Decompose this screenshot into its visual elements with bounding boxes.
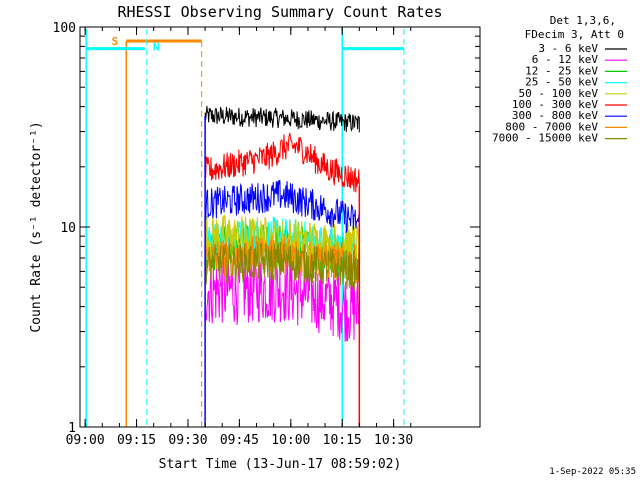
series-line-0 — [204, 105, 360, 133]
legend-label: 100 - 300 keV — [512, 98, 598, 111]
saa-label: S — [112, 35, 119, 48]
legend-label: 800 - 7000 keV — [505, 120, 598, 133]
y-axis-label: Count Rate (s⁻¹ detector⁻¹) — [29, 121, 44, 332]
legend-label: 7000 - 15000 keV — [492, 132, 598, 145]
x-tick-label: 09:30 — [168, 433, 207, 448]
legend-label: 300 - 800 keV — [512, 109, 598, 122]
x-axis: 09:00 09:15 09:30 09:45 10:00 10:15 10:30 — [66, 27, 413, 448]
x-tick-label: 10:30 — [374, 433, 413, 448]
y-tick-label: 10 — [60, 221, 76, 236]
y-tick-label: 100 — [53, 21, 76, 36]
legend-label: 6 - 12 keV — [532, 53, 599, 66]
x-tick-label: 10:15 — [323, 433, 362, 448]
chart-title: RHESSI Observing Summary Count Rates — [117, 3, 442, 21]
legend-label: 12 - 25 keV — [525, 64, 598, 77]
date-stamp: 1-Sep-2022 05:35 — [549, 467, 636, 477]
x-tick-label: 09:00 — [66, 433, 105, 448]
legend-label: 3 - 6 keV — [538, 42, 598, 55]
series-line-5 — [204, 132, 360, 193]
legend-label: 50 - 100 keV — [519, 87, 599, 100]
night-label: N — [153, 41, 160, 54]
y-axis: 1 10 100 — [53, 21, 480, 436]
x-axis-label: Start Time (13-Jun-17 08:59:02) — [159, 457, 402, 472]
series-line-8 — [204, 241, 360, 291]
legend-label: 25 - 50 keV — [525, 76, 598, 89]
x-tick-label: 10:00 — [271, 433, 310, 448]
legend-header-line-2: FDecim 3, Att 0 — [525, 28, 624, 41]
series-line-6 — [204, 180, 360, 233]
y-tick-label: 1 — [68, 421, 76, 436]
x-tick-label: 09:15 — [117, 433, 156, 448]
x-tick-label: 09:45 — [220, 433, 259, 448]
legend-header-line-1: Det 1,3,6, — [550, 14, 616, 27]
series-line-1 — [204, 253, 360, 342]
